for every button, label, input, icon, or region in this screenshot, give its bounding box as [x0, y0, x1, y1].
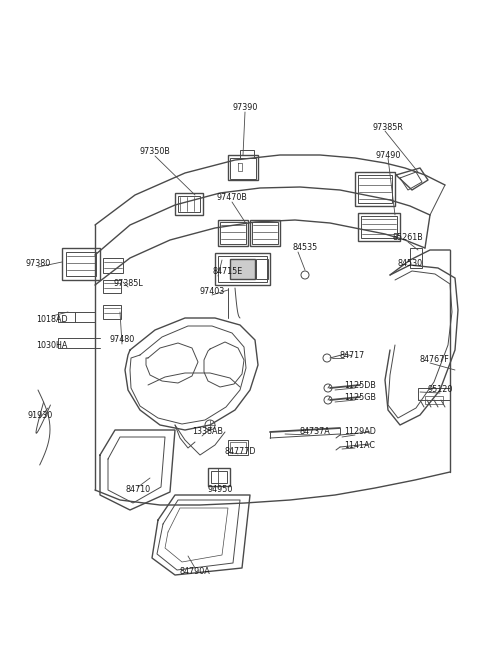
Text: 84717: 84717: [339, 350, 365, 360]
Text: 97385L: 97385L: [113, 278, 143, 288]
Bar: [355, 172, 395, 206]
Text: 97470B: 97470B: [216, 193, 247, 202]
Bar: [218, 220, 248, 246]
Bar: [175, 193, 203, 215]
Text: 95120: 95120: [427, 386, 453, 394]
Text: 91930: 91930: [27, 411, 53, 419]
Bar: [252, 222, 278, 244]
Text: 84535: 84535: [292, 244, 318, 252]
Text: 84715E: 84715E: [213, 267, 243, 276]
Text: 84790A: 84790A: [180, 567, 210, 576]
Bar: [220, 222, 246, 244]
Bar: [215, 253, 270, 285]
Text: 85261B: 85261B: [393, 233, 423, 242]
Bar: [178, 196, 200, 212]
Bar: [230, 158, 256, 179]
Text: 1338AB: 1338AB: [192, 428, 224, 436]
Bar: [410, 248, 422, 268]
Text: 97390: 97390: [232, 103, 258, 113]
Text: 84737A: 84737A: [300, 428, 330, 436]
Text: 84767F: 84767F: [419, 356, 449, 364]
Bar: [103, 258, 123, 273]
Bar: [211, 471, 227, 483]
Bar: [230, 442, 246, 453]
Bar: [250, 220, 280, 246]
Text: 84777D: 84777D: [224, 447, 256, 457]
Text: 1129AD: 1129AD: [344, 428, 376, 436]
Text: 84710: 84710: [125, 485, 151, 495]
Text: 97403: 97403: [199, 288, 225, 297]
Bar: [218, 256, 267, 282]
Bar: [256, 259, 268, 279]
Bar: [228, 440, 248, 455]
Text: 1030HA: 1030HA: [36, 341, 68, 350]
Text: 94950: 94950: [207, 485, 233, 495]
Text: 97490: 97490: [375, 151, 401, 160]
Text: 1125DB: 1125DB: [344, 381, 376, 390]
Bar: [66, 252, 96, 276]
Bar: [358, 175, 392, 203]
Text: 97350B: 97350B: [140, 147, 170, 157]
Text: 97380: 97380: [25, 259, 50, 267]
Bar: [228, 155, 258, 180]
Bar: [240, 150, 254, 158]
Bar: [103, 305, 121, 319]
Text: 97480: 97480: [109, 335, 134, 345]
Bar: [230, 259, 255, 279]
Text: 1018AD: 1018AD: [36, 316, 68, 324]
Bar: [425, 396, 443, 404]
Text: 97385R: 97385R: [372, 124, 403, 132]
Bar: [62, 248, 100, 280]
Text: 1125GB: 1125GB: [344, 394, 376, 403]
Bar: [361, 216, 397, 238]
Text: 1141AC: 1141AC: [345, 441, 375, 449]
Text: 84530: 84530: [397, 259, 422, 269]
Bar: [418, 388, 450, 400]
Bar: [103, 280, 121, 293]
Bar: [208, 468, 230, 486]
Bar: [358, 213, 400, 241]
